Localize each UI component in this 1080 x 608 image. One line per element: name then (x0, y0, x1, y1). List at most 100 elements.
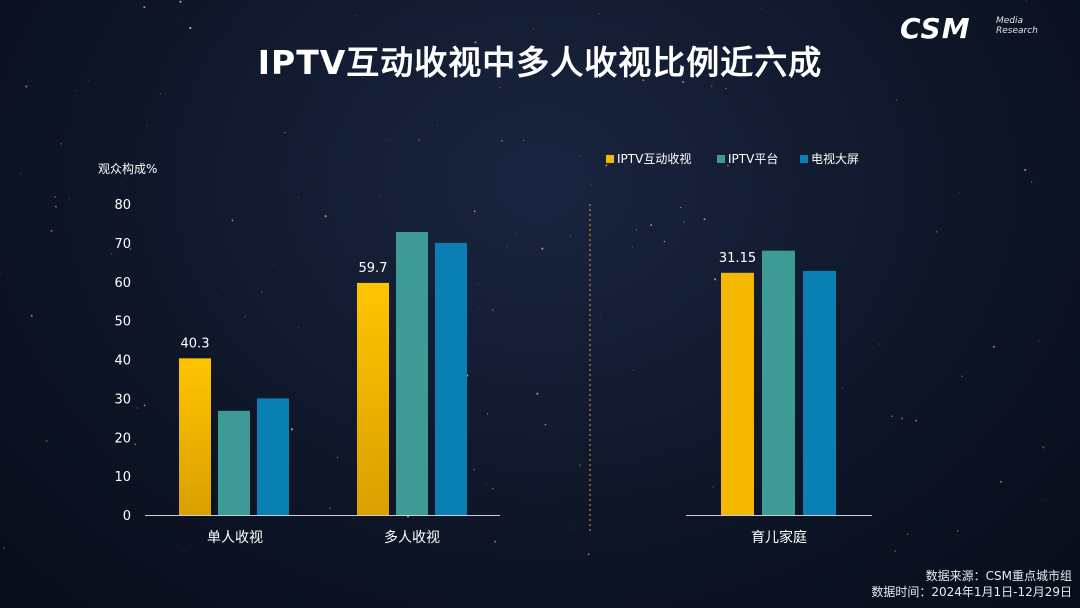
star (486, 413, 489, 415)
bar-iptv-platform-parenting (762, 250, 795, 515)
star (429, 158, 430, 160)
star (115, 277, 117, 279)
bar-iptv-interactive-parenting (721, 272, 754, 515)
star (605, 164, 608, 167)
star (853, 76, 855, 77)
star (642, 79, 645, 82)
data-label: 31.15 (719, 251, 756, 266)
y-axis-label: 观众构成% (98, 161, 157, 176)
star (284, 131, 287, 134)
x-tick-label-multi: 多人收视 (384, 529, 440, 546)
star (379, 195, 381, 197)
footer-note: 数据来源：CSM重点城市组 数据时间：2024年1月1日-12月29日 (871, 568, 1072, 600)
star (143, 404, 146, 407)
star (336, 456, 339, 459)
star (19, 172, 22, 175)
bar-marks: 40.3 59.7 31.15 (179, 231, 836, 516)
star (409, 49, 412, 52)
star (713, 278, 717, 281)
data-label: 59.7 (359, 261, 388, 276)
star (491, 308, 494, 312)
star (936, 231, 938, 233)
y-axis-ticks: 0 10 20 30 40 50 60 70 80 (114, 198, 131, 524)
star (181, 20, 183, 22)
star (54, 196, 56, 198)
star (143, 6, 146, 9)
star (121, 183, 123, 185)
star (494, 540, 497, 543)
star (473, 468, 475, 471)
bar-iptv-interactive-multi (357, 282, 389, 515)
data-time: 数据时间：2024年1月1日-12月29日 (871, 585, 1072, 599)
star (200, 169, 202, 171)
star (473, 210, 476, 212)
star (499, 86, 501, 89)
star (60, 143, 63, 145)
star (243, 315, 246, 318)
star (915, 419, 918, 422)
star (706, 3, 708, 5)
legend-swatch-iptv-interactive (606, 155, 614, 163)
star (189, 26, 192, 30)
star (906, 533, 909, 535)
star (485, 483, 487, 485)
star (353, 285, 355, 287)
star (356, 15, 358, 16)
data-source: 数据来源：CSM重点城市组 (925, 569, 1072, 583)
star (703, 218, 706, 221)
star (30, 314, 33, 317)
star (1035, 287, 1037, 289)
star (3, 547, 5, 549)
star (129, 247, 132, 250)
star (215, 294, 217, 297)
star (418, 139, 420, 141)
star (1000, 480, 1002, 483)
star (842, 387, 843, 389)
csm-logo: CSM Media Research (900, 12, 1050, 46)
star (541, 247, 544, 250)
star (782, 178, 784, 180)
star (579, 464, 582, 467)
logo-brand: CSM (900, 12, 971, 45)
legend-swatch-iptv-platform (717, 155, 725, 163)
star (1025, 0, 1027, 2)
star (388, 139, 390, 141)
star (895, 99, 898, 101)
star (231, 219, 234, 222)
star (532, 28, 535, 30)
star (529, 313, 530, 315)
star (632, 369, 635, 371)
star (569, 527, 571, 529)
star (709, 42, 711, 44)
star (491, 487, 494, 490)
star (992, 345, 995, 348)
star (474, 41, 477, 44)
star (55, 205, 57, 208)
star (50, 229, 53, 232)
star (965, 317, 967, 319)
star (891, 415, 893, 417)
star (317, 558, 319, 560)
star (544, 423, 547, 426)
data-label: 40.3 (181, 336, 210, 351)
star (958, 192, 960, 194)
star (1038, 340, 1040, 342)
legend-label-iptv-platform: IPTV平台 (728, 151, 778, 166)
star (478, 283, 480, 284)
star (298, 327, 299, 329)
star (407, 515, 409, 518)
star (297, 196, 299, 199)
star (436, 124, 438, 126)
bar-iptv-platform-multi (396, 231, 428, 516)
star (894, 550, 896, 553)
star (515, 231, 517, 233)
star (45, 439, 48, 443)
star (183, 551, 185, 553)
logo-line-2: Research (996, 26, 1038, 36)
star (259, 530, 261, 532)
star (712, 486, 714, 488)
y-tick-label: 40 (114, 354, 131, 369)
star (650, 224, 653, 226)
y-tick-label: 10 (114, 470, 131, 485)
